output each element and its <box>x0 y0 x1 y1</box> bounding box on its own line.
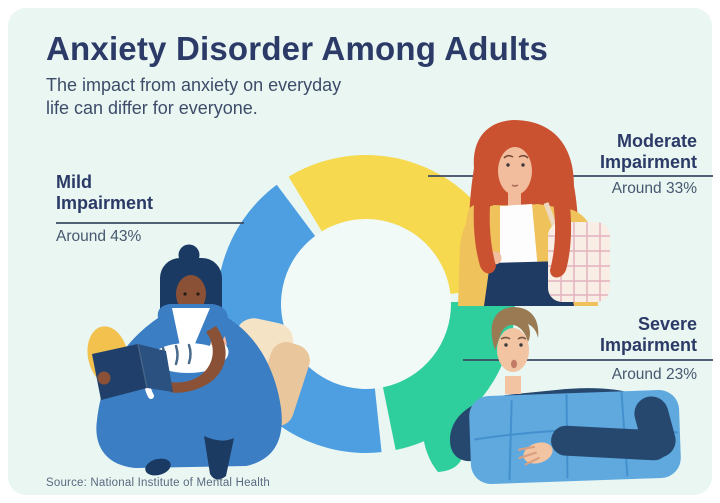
face <box>176 275 206 313</box>
blanket-tail <box>204 436 234 480</box>
eye <box>506 163 510 167</box>
face <box>498 147 532 195</box>
brows <box>503 154 529 159</box>
white-shirt <box>172 308 210 346</box>
hair-bun <box>178 244 200 266</box>
mild-impairment-value: Around 43% <box>56 228 142 245</box>
hair-strand-right <box>548 170 572 278</box>
donut-segment-severe <box>382 300 515 451</box>
severe-label-line1: Severe <box>637 314 697 334</box>
donut-chart-canvas <box>56 120 713 484</box>
mouth <box>511 184 519 187</box>
hair <box>491 307 539 350</box>
moderate-label-line2: Impairment <box>599 152 697 172</box>
donut-hole <box>281 219 451 389</box>
moderate-impairment-value: Around 33% <box>611 180 697 197</box>
face <box>497 328 529 372</box>
subtitle: The impact from anxiety on everyday life… <box>46 74 341 120</box>
subtitle-line-1: The impact from anxiety on everyday <box>46 75 342 95</box>
hair-fringe <box>175 267 207 286</box>
forearm <box>170 326 226 393</box>
hair-strand-left <box>473 168 496 274</box>
infographic-card: Anxiety Disorder Among Adults The impact… <box>8 8 713 495</box>
mouth <box>511 359 517 369</box>
donut-segment-moderate <box>288 155 514 294</box>
mild-label-line1: Mild <box>56 172 92 192</box>
left-arm <box>450 398 496 462</box>
eye <box>196 292 200 296</box>
brows <box>500 336 527 340</box>
severe-impairment-value: Around 23% <box>611 366 697 383</box>
hand <box>517 442 553 466</box>
source-credit: Source: National Institute of Mental Hea… <box>46 477 271 489</box>
hair-fringe <box>495 132 536 160</box>
eye <box>519 343 523 347</box>
page-title: Anxiety Disorder Among Adults <box>46 30 549 67</box>
mild-impairment-label: Mild Impairment <box>56 172 153 214</box>
white-top <box>500 204 538 271</box>
eye <box>183 292 187 296</box>
mild-label-line2: Impairment <box>56 193 154 213</box>
book <box>92 343 173 400</box>
severe-impairment-label: Severe Impairment <box>600 314 697 356</box>
moderate-label-line1: Moderate <box>616 131 697 151</box>
subtitle-line-2: life can differ for everyone. <box>46 98 258 118</box>
foot <box>145 458 171 476</box>
green-backdrop <box>422 402 465 472</box>
moderate-impairment-label: Moderate Impairment <box>600 131 697 173</box>
person-on-bed-illustration <box>422 307 681 484</box>
severe-label-line2: Impairment <box>599 335 697 355</box>
neck <box>505 376 521 394</box>
person-reading-illustration <box>87 244 310 480</box>
worried-woman-illustration <box>458 120 610 306</box>
hand <box>97 371 111 385</box>
forearm <box>551 425 669 461</box>
eye <box>521 163 525 167</box>
eye <box>504 343 508 347</box>
